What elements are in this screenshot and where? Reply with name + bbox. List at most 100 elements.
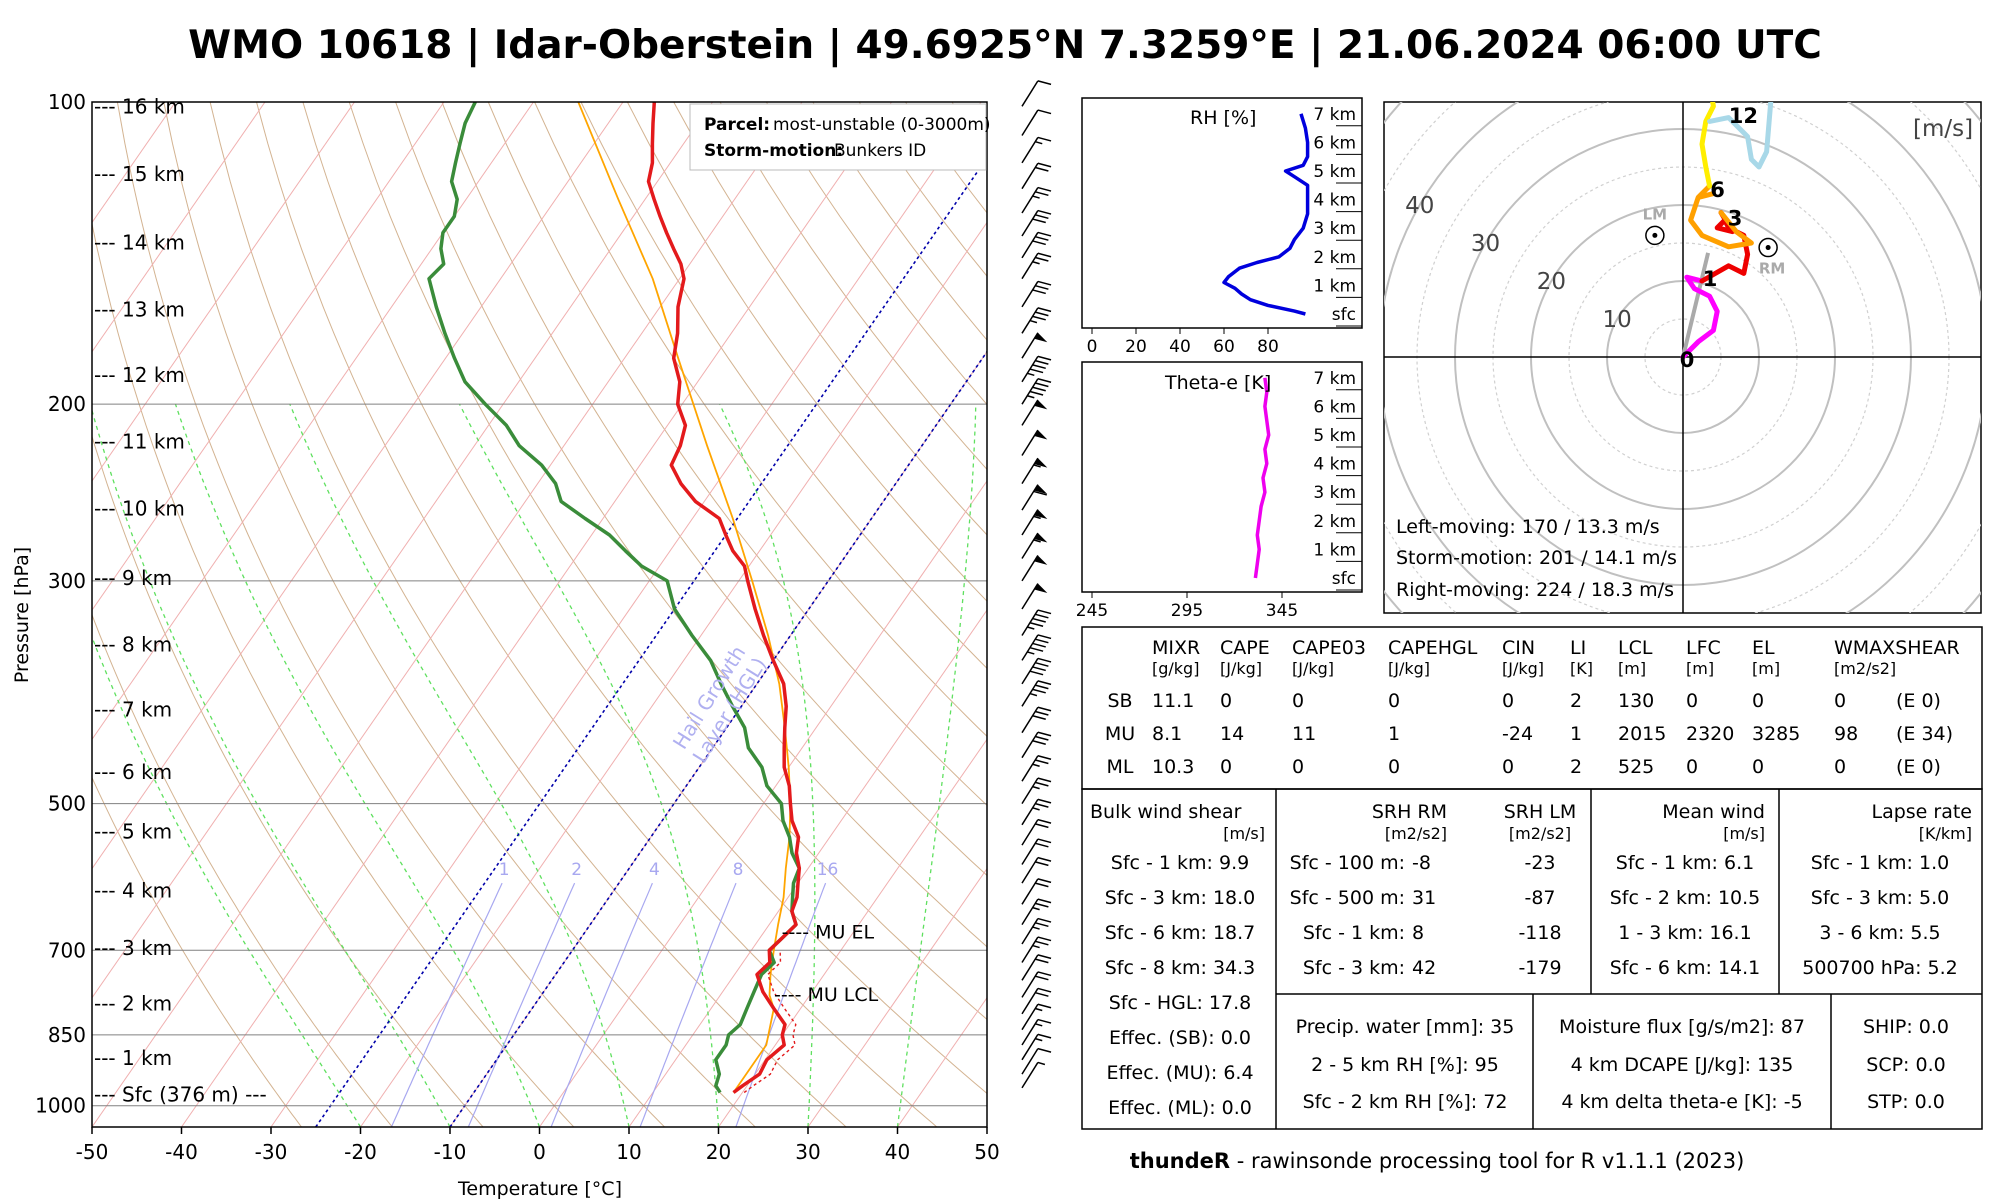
param-value: 11.1 (1152, 690, 1194, 712)
barb-flag (1038, 77, 1051, 87)
barb-staff (1022, 555, 1038, 580)
param-value: 0 (1752, 690, 1764, 712)
param-unit: [J/kg] (1502, 659, 1544, 678)
dry-adiabat (0, 102, 302, 1127)
param-row-label: SB (1107, 690, 1132, 712)
bulk-shear-row: Sfc - 8 km: 34.3 (1105, 957, 1256, 979)
x-axis-label: Temperature [°C] (457, 1178, 622, 1200)
param-value: 0 (1752, 756, 1764, 778)
motion-marker-dot (1766, 245, 1771, 250)
bulk-shear-row: Sfc - 1 km: 9.9 (1111, 852, 1249, 874)
srh-lm-unit: [m2/s2] (1509, 824, 1571, 843)
param-unit: [J/kg] (1292, 659, 1334, 678)
wind-barb (1022, 278, 1051, 314)
flux-row: 4 km delta theta-e [K]: -5 (1561, 1091, 1802, 1113)
param-value: 1 (1388, 723, 1400, 745)
wind-barb (1022, 677, 1051, 713)
bulk-shear-row: Effec. (SB): 0.0 (1109, 1027, 1251, 1049)
bulk-shear-title: Bulk wind shear (1090, 801, 1242, 823)
moisture-box: Precip. water [mm]: 35 2 - 5 km RH [%]: … (1296, 1016, 1515, 1113)
barb-staff (1022, 110, 1038, 135)
pressure-tick-label: 100 (48, 90, 86, 114)
srh-rm-value: -8 (1412, 852, 1431, 874)
x-tick-label: -10 (434, 1140, 467, 1164)
srh-rm-unit: [m2/s2] (1385, 824, 1447, 843)
barb-staff (1022, 533, 1038, 558)
motion-marker-dot (1652, 233, 1657, 238)
param-value: 0 (1834, 756, 1846, 778)
x-tick-label: -50 (76, 1140, 109, 1164)
x-tick-label: 10 (616, 1140, 641, 1164)
hodo-height-label: 0 (1680, 348, 1695, 372)
bulk-shear-row: Sfc - 6 km: 18.7 (1105, 922, 1256, 944)
hodo-height-label: 12 (1729, 104, 1758, 128)
hodograph-unit: [m/s] (1913, 116, 1973, 142)
srh-box: SRH RM SRH LM [m2/s2] [m2/s2] Sfc - 100 … (1290, 801, 1577, 979)
barb-half-flag (1038, 1061, 1045, 1066)
x-tick-label: 20 (706, 1140, 731, 1164)
height-label: --- 4 km (94, 878, 172, 902)
bulk-shear-box: Bulk wind shear [m/s] Sfc - 1 km: 9.9 Sf… (1090, 801, 1265, 1119)
wind-barb (1022, 430, 1049, 462)
footer-bold: thundeR (1130, 1149, 1230, 1173)
param-unit: [m] (1686, 659, 1714, 678)
page-title: WMO 10618 | Idar-Oberstein | 49.6925°N 7… (188, 23, 1822, 68)
srh-row-label: Sfc - 500 m: (1290, 887, 1405, 909)
left-moving-text: Left-moving: 170 / 13.3 m/s (1396, 516, 1660, 538)
parcel-info-box: Parcel: most-unstable (0-3000m) Storm-mo… (690, 104, 991, 170)
mixing-ratio-label: 1 (499, 860, 510, 880)
rh-height-label: 2 km (1313, 248, 1356, 268)
height-label: --- 14 km (94, 230, 185, 254)
thetae-height-label: 1 km (1313, 540, 1356, 560)
composite-row: SHIP: 0.0 (1863, 1016, 1949, 1038)
thetae-height-label: 2 km (1313, 512, 1356, 532)
param-value: 8.1 (1152, 723, 1182, 745)
height-label: --- 1 km (94, 1046, 172, 1070)
wind-barb (1022, 584, 1049, 616)
pressure-tick-label: 700 (48, 938, 86, 962)
param-value: 11 (1292, 723, 1316, 745)
wind-barb (1022, 555, 1049, 587)
srh-rm-value: 8 (1412, 922, 1424, 944)
isotherm (0, 102, 355, 1127)
param-unit: [J/kg] (1388, 659, 1430, 678)
flux-box: Moisture flux [g/s/m2]: 87 4 km DCAPE [J… (1559, 1016, 1805, 1113)
param-value: 0 (1388, 690, 1400, 712)
height-label: --- 2 km (94, 992, 172, 1016)
mean-wind-row: Sfc - 6 km: 14.1 (1610, 957, 1761, 979)
barb-staff (1022, 1049, 1038, 1074)
thetae-height-label: 4 km (1313, 455, 1356, 475)
mixing-ratio-line (468, 883, 574, 1127)
x-tick-label: 50 (974, 1140, 999, 1164)
motion-marker-label: RM (1759, 260, 1785, 278)
param-value: 0 (1220, 690, 1232, 712)
param-header: LFC (1686, 637, 1721, 659)
param-row-label: MU (1105, 723, 1135, 745)
x-tick-label: 0 (533, 1140, 546, 1164)
moist-adiabat (898, 404, 976, 1127)
param-header: CIN (1502, 637, 1535, 659)
footer-text: - rawinsonde processing tool for R v1.1.… (1230, 1149, 1744, 1173)
moisture-row: Sfc - 2 km RH [%]: 72 (1303, 1091, 1508, 1113)
wind-barb (1022, 1061, 1045, 1092)
moisture-row: 2 - 5 km RH [%]: 95 (1311, 1054, 1499, 1076)
wind-barb (1022, 1045, 1051, 1081)
motion-marker-label: LM (1643, 205, 1668, 223)
param-value: 2015 (1618, 723, 1666, 745)
height-label: --- 3 km (94, 936, 172, 960)
rh-height-label: 6 km (1313, 133, 1356, 153)
height-label: --- Sfc (376 m) --- (94, 1083, 267, 1107)
thetae-x-tick-label: 245 (1076, 601, 1108, 621)
height-label: --- 15 km (94, 162, 185, 186)
dry-adiabat (210, 102, 846, 1127)
param-header: MIXR (1152, 637, 1200, 659)
rh-height-label: 1 km (1313, 276, 1356, 296)
rh-panel-label: RH [%] (1190, 107, 1256, 129)
bulk-shear-row: Effec. (ML): 0.0 (1108, 1097, 1252, 1119)
param-value: 0 (1220, 756, 1232, 778)
param-value: 0 (1388, 756, 1400, 778)
lapse-rate-row: 500700 hPa: 5.2 (1802, 957, 1958, 979)
param-value: 525 (1618, 756, 1654, 778)
hodo-ring-label: 10 (1603, 307, 1632, 333)
